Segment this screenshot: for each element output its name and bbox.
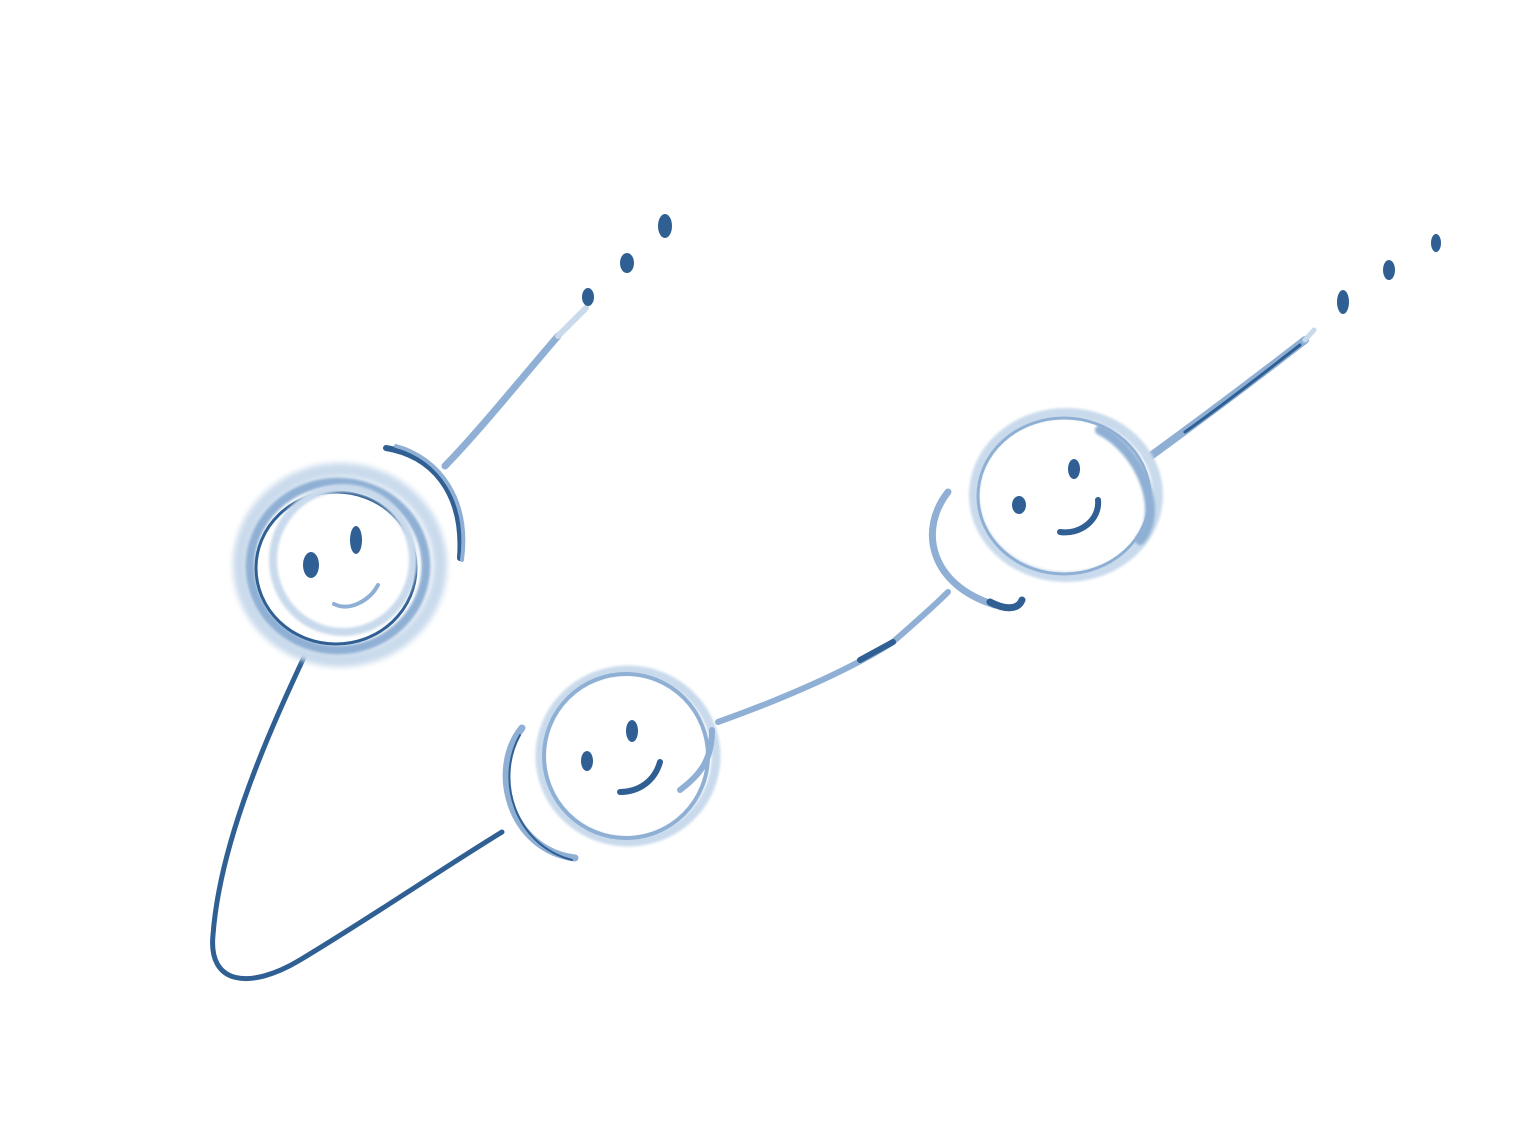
connector-loop-node1-to-node2 [210,652,505,982]
smiley-node-2 [502,665,721,862]
connector-node3-to-ellipsis-right-fade [1302,327,1317,343]
ellipsis-right-dot-3 [1431,234,1441,252]
ellipsis-left [582,214,672,306]
ellipsis-right [1337,234,1441,314]
smiley-face-icon [928,408,1163,612]
connector-node2-to-node3-accent [857,639,896,663]
ellipsis-left-dot-1 [582,288,594,306]
smiley-node-3 [928,408,1163,612]
smiley-face-icon [502,665,721,862]
ellipsis-left-dot-2 [620,253,634,273]
ellipsis-right-dot-1 [1337,290,1349,314]
ellipsis-left-dot-3 [658,214,672,238]
smiley-node-1 [233,444,466,667]
connector-node3-to-ellipsis-right-accent [1183,343,1302,434]
connector-node1-to-ellipsis-left-fade [555,305,589,339]
smiley-face-icon [233,444,466,667]
connector-node1-to-ellipsis-left [441,332,562,470]
connector-node2-to-node3 [715,589,951,725]
ellipsis-right-dot-2 [1383,260,1395,280]
connector-lines [210,305,1317,982]
